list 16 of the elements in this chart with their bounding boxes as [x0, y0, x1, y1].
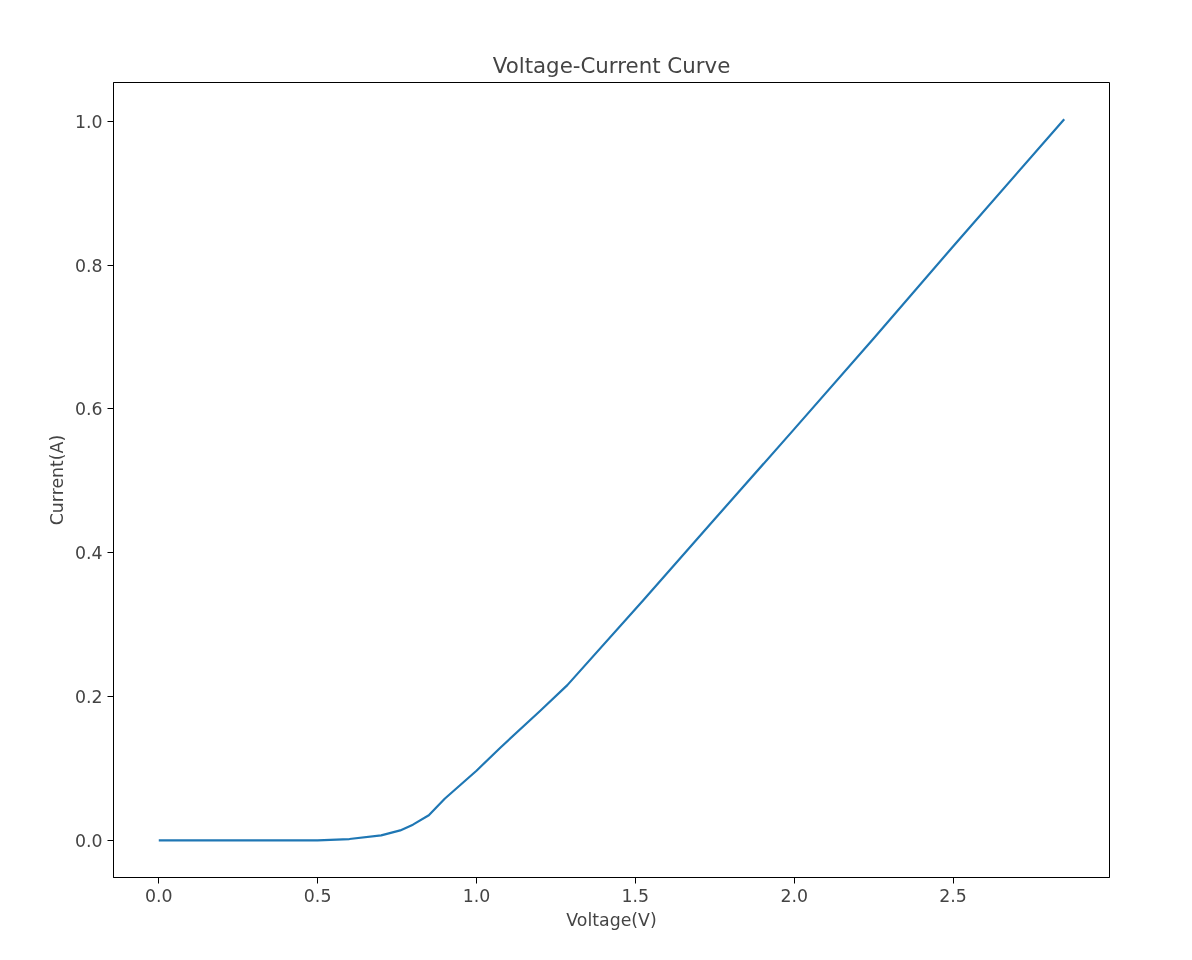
- y-axis-title: Current(A): [46, 434, 67, 526]
- y-tick-label: 0.0: [74, 830, 103, 851]
- x-tick-label: 2.0: [780, 885, 808, 906]
- y-tick-label: 0.8: [74, 255, 103, 276]
- x-tick-label: 0.0: [144, 885, 173, 906]
- x-tick-label: 1.5: [621, 885, 650, 906]
- line-series: [157, 118, 1066, 842]
- x-axis-title: Voltage(V): [566, 909, 657, 930]
- y-tick-label: 0.6: [74, 399, 103, 420]
- x-tick-label: 2.5: [939, 885, 967, 906]
- y-tick-label: 0.4: [74, 543, 103, 564]
- x-tick-label: 0.5: [303, 885, 332, 906]
- x-tick-label: 1.0: [462, 885, 491, 906]
- y-tick-label: 1.0: [74, 111, 103, 132]
- chart-title: Voltage-Current Curve: [492, 52, 731, 78]
- y-tick-label: 0.2: [74, 687, 103, 708]
